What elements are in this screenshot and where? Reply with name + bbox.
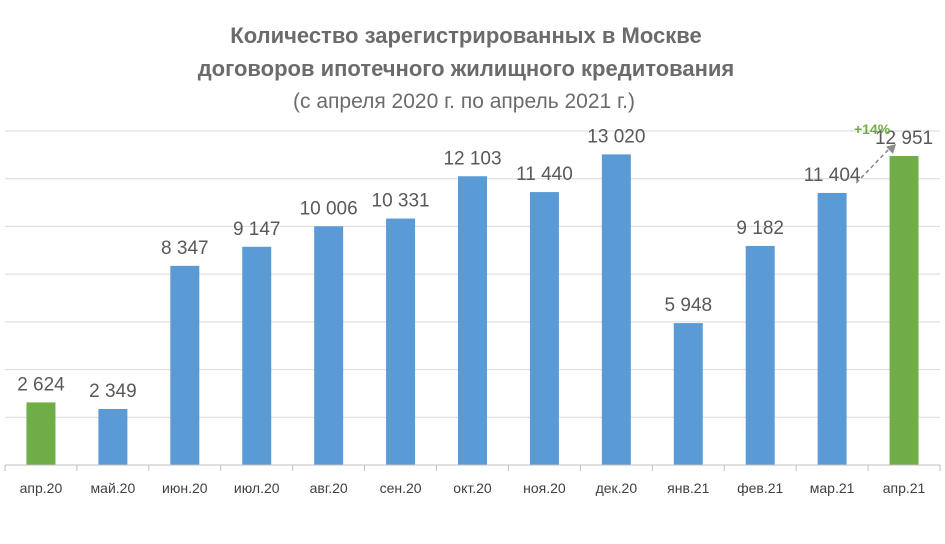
x-tick-label: авг.20 bbox=[310, 480, 348, 496]
chart-title-line-2: договоров ипотечного жилищного кредитова… bbox=[198, 56, 735, 81]
bar-value-label: 12 951 bbox=[875, 128, 933, 149]
x-tick-label: окт.20 bbox=[453, 480, 492, 496]
x-tick-label: мар.21 bbox=[810, 480, 855, 496]
bar bbox=[98, 408, 128, 465]
x-tick-label: апр.20 bbox=[20, 480, 63, 496]
bars bbox=[26, 154, 919, 466]
growth-arrow bbox=[855, 147, 891, 184]
x-tick-label: июл.20 bbox=[234, 480, 280, 496]
x-tick-label: дек.20 bbox=[596, 480, 638, 496]
bar-value-label: 8 347 bbox=[161, 238, 209, 259]
bar bbox=[314, 226, 344, 465]
bar bbox=[889, 156, 919, 466]
bar-value-label: 11 440 bbox=[516, 164, 573, 185]
bar bbox=[26, 402, 56, 465]
bar bbox=[673, 323, 703, 465]
x-tick-label: фев.21 bbox=[737, 480, 783, 496]
bar bbox=[529, 192, 559, 465]
x-tick-label: июн.20 bbox=[162, 480, 208, 496]
bar-value-label: 2 624 bbox=[17, 374, 65, 395]
x-tick-label: май.20 bbox=[91, 480, 136, 496]
bar-value-label: 5 948 bbox=[664, 295, 712, 316]
bar bbox=[458, 176, 487, 465]
bar-value-label: 9 147 bbox=[233, 219, 281, 240]
bar-value-label: 11 404 bbox=[804, 165, 861, 186]
bar bbox=[745, 245, 775, 465]
bar bbox=[242, 246, 272, 465]
bar bbox=[817, 192, 847, 465]
chart-title-line-1: Количество зарегистрированных в Москве bbox=[230, 23, 701, 48]
growth-annotation: +14% bbox=[854, 121, 897, 184]
bar bbox=[601, 154, 631, 465]
x-axis-ticks: апр.20 май.20 июн.20 июл.20 авг.20 сен.20 окт.… bbox=[4, 465, 941, 496]
chart-subtitle: (с апреля 2020 г. по апрель 2021 г.) bbox=[293, 90, 635, 113]
bar-value-label: 9 182 bbox=[736, 218, 784, 239]
growth-percent-label: +14% bbox=[854, 121, 891, 137]
bar-value-label: 12 103 bbox=[443, 148, 501, 169]
x-tick-label: ноя.20 bbox=[523, 480, 566, 496]
growth-arrowhead bbox=[886, 144, 897, 154]
x-tick-label: янв.21 bbox=[667, 480, 709, 496]
x-tick-label: сен.20 bbox=[380, 480, 422, 496]
bar bbox=[386, 218, 416, 465]
bar-value-label: 10 331 bbox=[372, 191, 430, 212]
bar bbox=[170, 265, 200, 465]
bar-value-label: 13 020 bbox=[587, 126, 645, 147]
x-tick-label: апр.21 bbox=[883, 480, 926, 496]
data-labels: 2 624 2 349 8 347 9 147 10 006 10 331 12 103 11… bbox=[17, 126, 933, 402]
bar-value-label: 2 349 bbox=[89, 381, 137, 402]
bar-value-label: 10 006 bbox=[300, 198, 358, 219]
